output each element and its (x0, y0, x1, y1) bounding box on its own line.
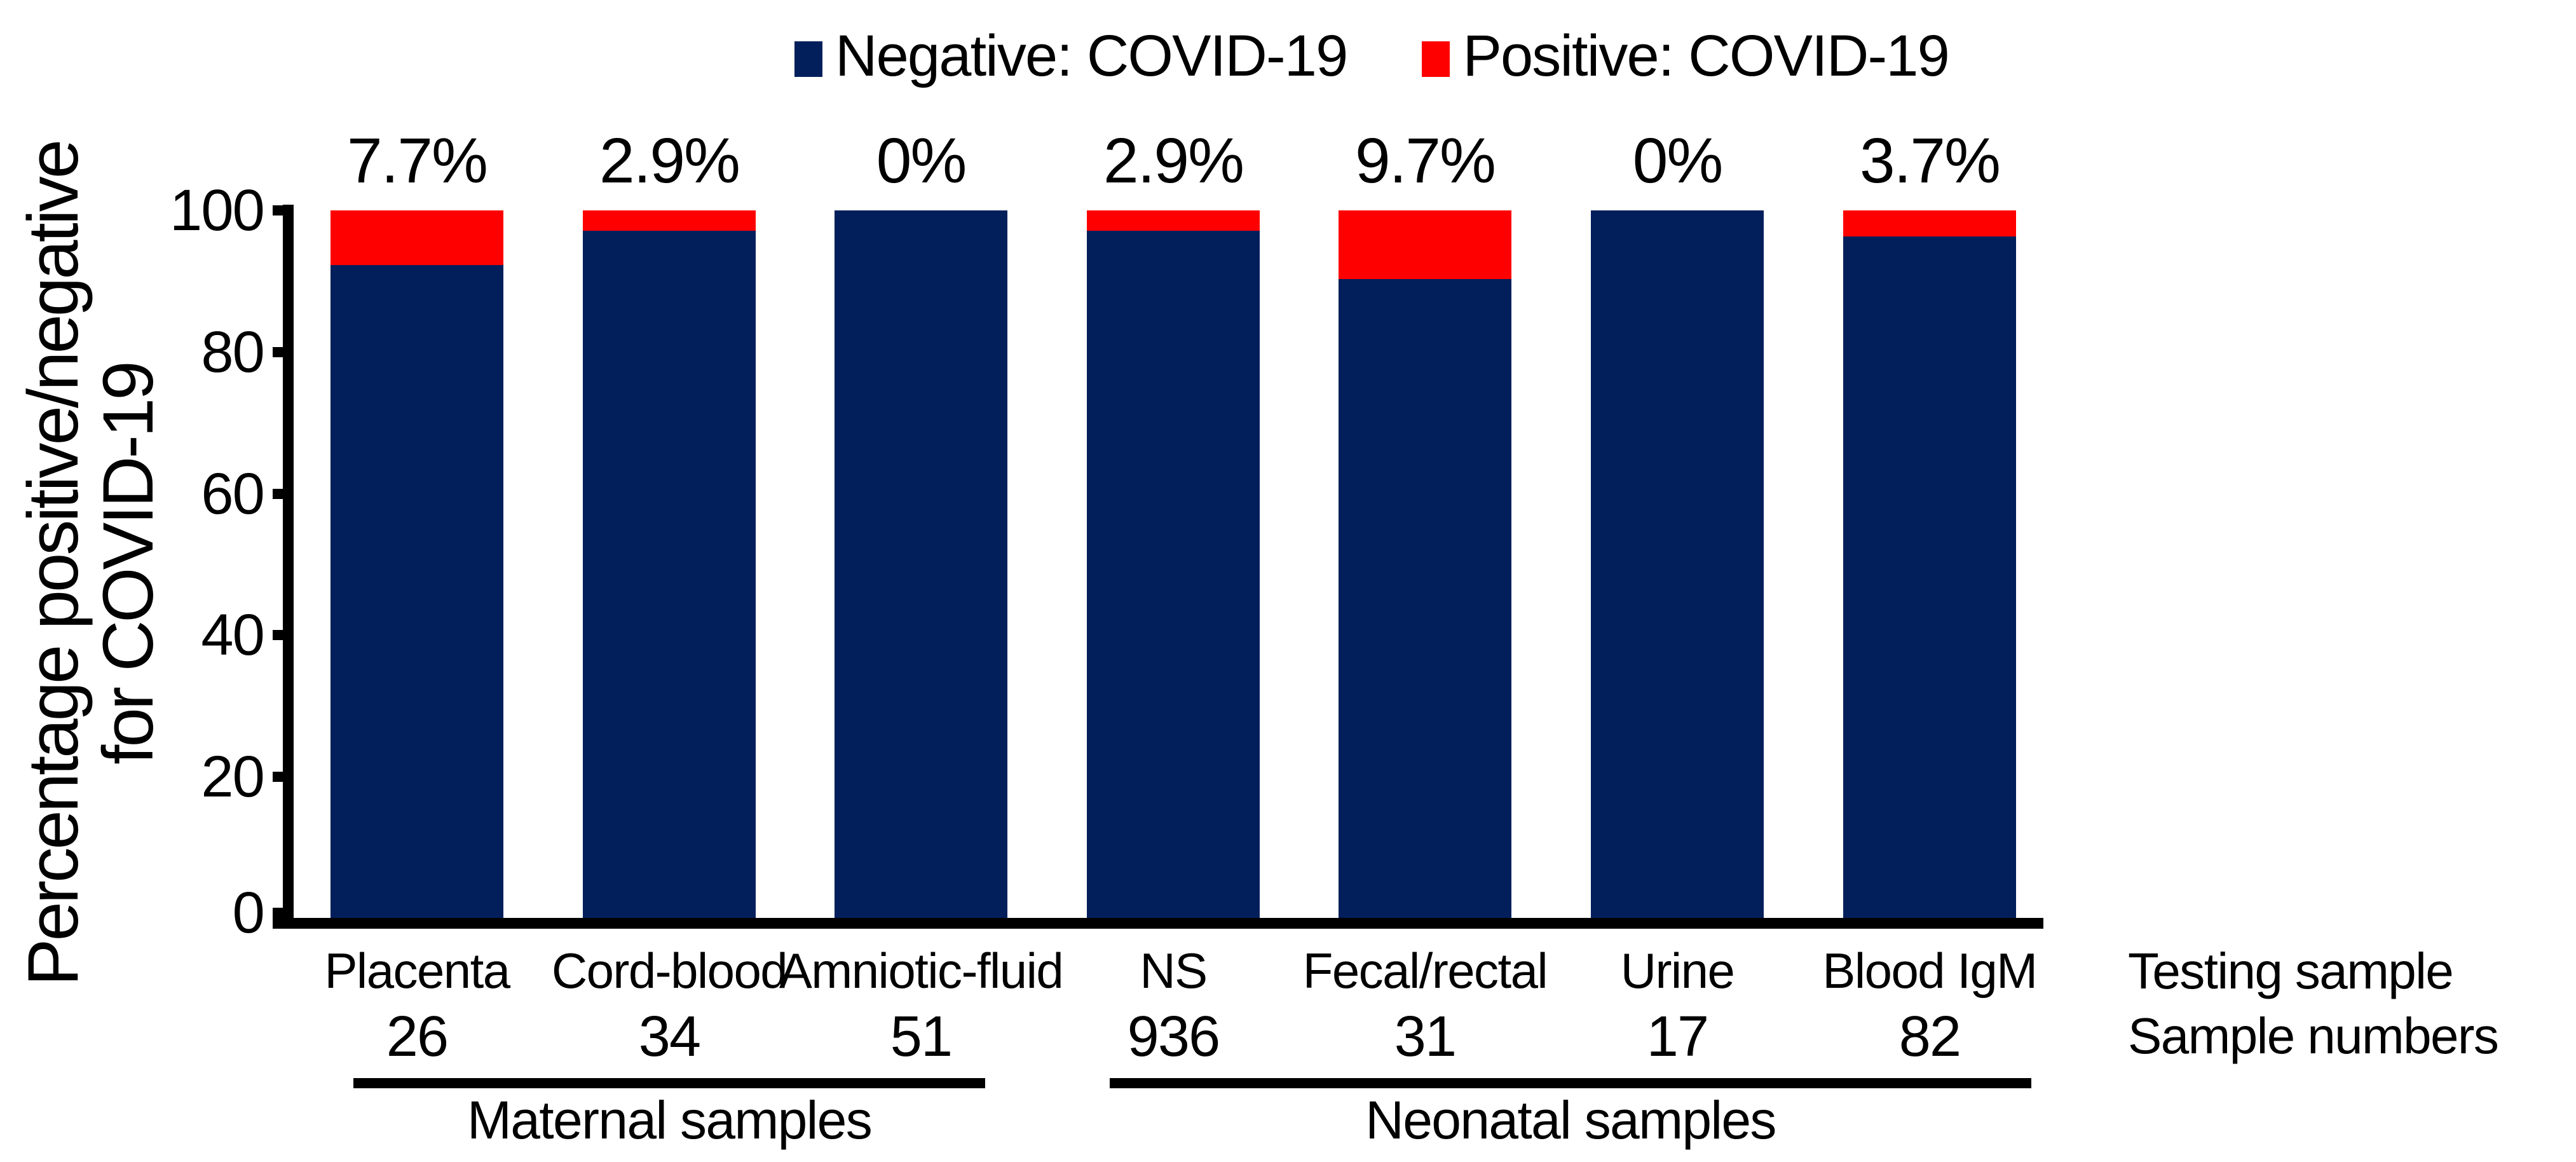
bar-percentage-label: 0% (876, 125, 967, 196)
bar-segment-negative (331, 264, 503, 918)
sample-number-label: 31 (1394, 1005, 1457, 1069)
x-axis-label: Urine (1620, 943, 1735, 999)
sample-number-label: 936 (1127, 1005, 1221, 1069)
legend-label: Negative: COVID-19 (835, 24, 1348, 88)
sample-number-label: 26 (386, 1005, 449, 1069)
sample-number-label: 82 (1898, 1005, 1961, 1069)
group-label: Neonatal samples (1365, 1090, 1776, 1150)
y-tick-label: 80 (201, 320, 264, 385)
y-tick-label: 100 (170, 178, 265, 243)
y-tick-label: 0 (232, 880, 265, 945)
bar-segment-negative (835, 210, 1007, 918)
bar-segment-positive (1843, 210, 2016, 237)
bar-percentage-label: 2.9% (599, 125, 740, 196)
bar-percentage-label: 2.9% (1103, 125, 1244, 196)
chart-legend: Negative: COVID-19 Positive: COVID-19 (794, 24, 1950, 88)
legend-label: Positive: COVID-19 (1462, 24, 1949, 88)
y-tick-mark (273, 772, 294, 782)
bar-segment-positive (1087, 210, 1260, 231)
sample-number-label: 51 (890, 1005, 953, 1069)
bar-segment-negative (1339, 278, 1511, 918)
x-axis-label: Blood IgM (1822, 943, 2038, 999)
bar-percentage-label: 9.7% (1355, 125, 1496, 196)
group-underline (353, 1078, 985, 1088)
bar-segment-positive (331, 210, 503, 265)
bar-segment-negative (1591, 210, 1764, 918)
y-tick-mark (273, 347, 294, 357)
x-axis-label: Cord-blood (551, 943, 788, 999)
legend-item-positive: Positive: COVID-19 (1422, 24, 1950, 88)
group-label: Maternal samples (467, 1090, 873, 1150)
group-underline (1110, 1078, 2031, 1088)
x-axis-label: Fecal/rectal (1302, 943, 1548, 999)
bar-percentage-label: 0% (1632, 125, 1724, 196)
y-axis-line (283, 205, 294, 929)
bar-segment-negative (1843, 236, 2016, 918)
y-tick-label: 60 (201, 461, 264, 526)
sample-numbers-row-label: Sample numbers (2128, 1008, 2499, 1064)
sample-number-label: 34 (638, 1005, 701, 1069)
bar-segment-positive (583, 210, 756, 231)
y-tick-mark (273, 489, 294, 499)
legend-swatch-icon (1422, 41, 1450, 77)
y-tick-mark (273, 205, 294, 215)
x-axis-line (273, 918, 2043, 929)
bar-segment-negative (583, 231, 756, 918)
bar-percentage-label: 3.7% (1860, 125, 2001, 196)
testing-sample-row-label: Testing sample (2128, 943, 2454, 999)
y-tick-label: 40 (201, 603, 264, 667)
x-axis-label: NS (1140, 943, 1208, 999)
bar-segment-positive (1339, 210, 1511, 279)
legend-swatch-icon (794, 41, 822, 77)
bar-segment-negative (1087, 231, 1260, 918)
legend-item-negative: Negative: COVID-19 (794, 24, 1348, 88)
sample-number-label: 17 (1646, 1005, 1709, 1069)
x-axis-label: Placenta (324, 943, 510, 999)
x-axis-label: Amniotic-fluid (779, 943, 1064, 999)
bar-percentage-label: 7.7% (347, 125, 488, 196)
y-tick-label: 20 (201, 744, 264, 809)
y-tick-mark (273, 908, 294, 918)
y-tick-mark (273, 630, 294, 640)
